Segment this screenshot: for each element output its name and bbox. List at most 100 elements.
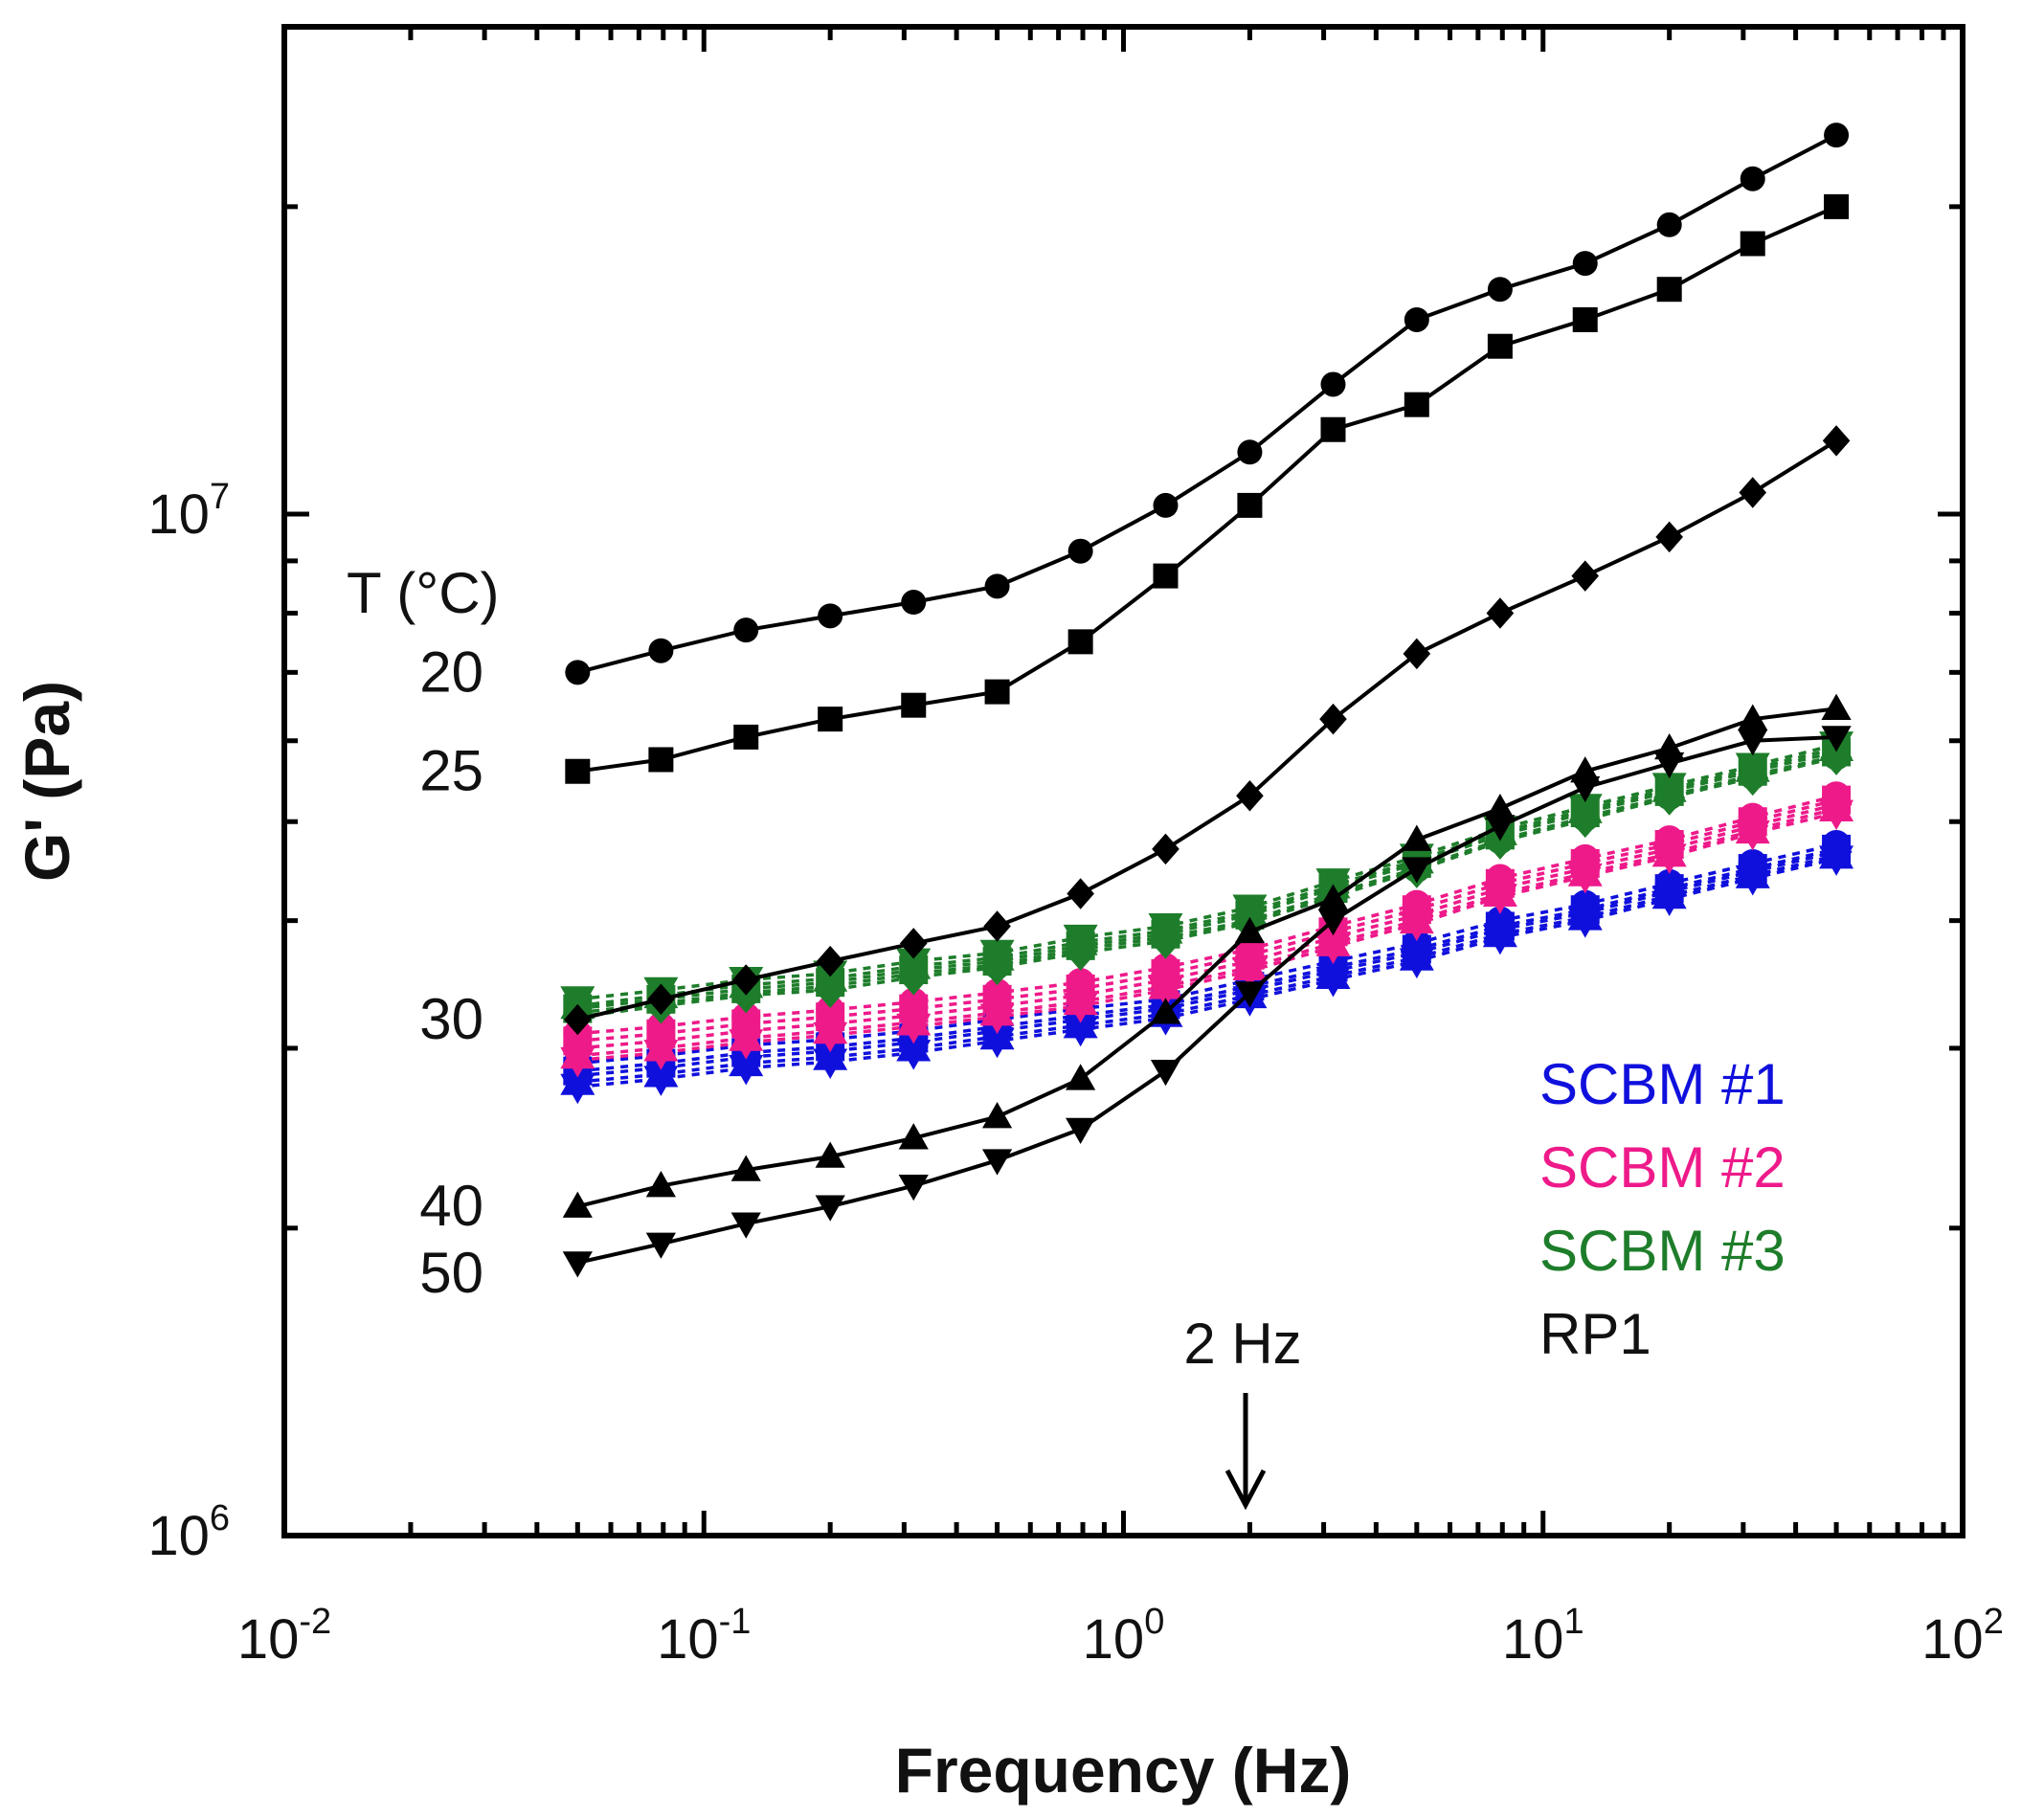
triangle-up-marker	[1485, 793, 1516, 820]
triangle-down-marker	[1567, 908, 1603, 938]
circle-marker	[1572, 251, 1598, 277]
diamond-marker	[1822, 425, 1851, 457]
triangle-down-marker	[1232, 957, 1268, 989]
diamond-marker	[564, 1003, 592, 1036]
series-line	[576, 707, 1837, 1209]
frequency-annotation: 2 Hz	[1183, 1312, 1301, 1376]
series-line	[577, 806, 1837, 1058]
diamond-marker	[1403, 638, 1431, 670]
triangle-down-marker	[896, 1013, 932, 1044]
triangle-up-marker	[1150, 998, 1181, 1024]
triangle-down-marker	[1315, 933, 1351, 965]
square-marker	[1320, 416, 1346, 442]
series-line	[577, 811, 1837, 1063]
square-marker	[818, 707, 843, 732]
series-rp1-50	[562, 726, 1852, 1278]
diamond-marker	[983, 910, 1011, 942]
circle-marker	[901, 590, 927, 616]
triangle-down-marker	[979, 1003, 1015, 1035]
triangle-down-marker	[729, 1054, 764, 1086]
triangle-down-marker	[1315, 967, 1351, 998]
triangle-down-marker	[562, 1251, 593, 1278]
triangle-down-marker	[1063, 1016, 1098, 1047]
circle-marker	[1067, 538, 1093, 564]
series-line	[577, 797, 1837, 1044]
triangle-down-marker	[730, 1212, 761, 1239]
circle-marker	[1656, 212, 1682, 237]
triangle-down-marker	[1735, 864, 1770, 896]
square-marker	[733, 724, 759, 750]
series-line	[577, 850, 1837, 1078]
x-tick-label: 102	[1921, 1602, 2004, 1671]
triangle-down-marker	[1482, 924, 1517, 955]
circle-marker	[1404, 306, 1429, 332]
series-rp1-30	[564, 425, 1851, 1036]
triangle-down-marker	[813, 1021, 848, 1053]
temperature-label: 30	[419, 987, 483, 1051]
triangle-up-marker	[1317, 884, 1349, 910]
circle-marker	[1320, 371, 1346, 397]
square-marker	[1572, 306, 1598, 332]
triangle-down-marker	[1234, 981, 1266, 1008]
series-line	[577, 847, 1837, 1073]
triangle-down-marker	[560, 986, 595, 1017]
triangle-down-marker	[1651, 773, 1687, 803]
triangle-down-marker	[1402, 857, 1432, 884]
triangle-down-marker	[560, 1073, 595, 1105]
x-axis-title: Frequency (Hz)	[895, 1735, 1352, 1806]
triangle-down-marker	[1315, 868, 1351, 899]
square-marker	[901, 692, 927, 718]
triangle-down-marker	[1148, 912, 1183, 944]
triangle-down-marker	[1819, 799, 1854, 831]
legend-entry: RP1	[1539, 1302, 1651, 1366]
temperature-label: 20	[419, 640, 483, 704]
series-line	[577, 205, 1837, 774]
diamond-marker	[1739, 477, 1767, 508]
diamond-marker	[1319, 703, 1347, 735]
triangle-down-marker	[1654, 752, 1685, 779]
series-line	[577, 842, 1837, 1066]
temperature-label: 40	[419, 1174, 483, 1238]
triangle-down-marker	[643, 1040, 679, 1070]
triangle-up-marker	[1402, 824, 1432, 851]
square-marker	[1740, 231, 1765, 257]
series-rp1-25	[565, 193, 1850, 784]
diamond-marker	[1655, 521, 1683, 553]
triangle-down-marker	[898, 1174, 929, 1201]
square-marker	[1404, 392, 1429, 417]
triangle-down-marker	[1651, 886, 1687, 917]
triangle-down-marker	[979, 1027, 1015, 1059]
triangle-down-marker	[896, 948, 932, 979]
triangle-down-marker	[645, 1232, 676, 1259]
legend-entry: SCBM #1	[1539, 1052, 1786, 1116]
series-line	[577, 746, 1837, 1008]
triangle-up-marker	[981, 1102, 1013, 1129]
series-layer	[560, 123, 1854, 1278]
x-tick-label: 101	[1502, 1602, 1584, 1671]
square-marker	[565, 758, 591, 784]
triangle-up-marker	[645, 1171, 676, 1198]
square-marker	[1153, 563, 1179, 589]
diamond-marker	[816, 945, 844, 977]
series-line	[576, 133, 1838, 675]
temperature-label: 25	[419, 739, 483, 803]
triangle-up-marker	[898, 1123, 929, 1150]
circle-marker	[733, 617, 759, 643]
triangle-down-marker	[1819, 845, 1854, 876]
triangle-up-marker	[1570, 756, 1601, 783]
square-marker	[1824, 193, 1850, 219]
triangle-down-marker	[1567, 794, 1603, 824]
circle-marker	[1824, 123, 1850, 148]
circle-marker	[818, 603, 843, 629]
series-line	[577, 753, 1837, 1015]
triangle-down-marker	[1738, 729, 1768, 756]
triangle-down-marker	[1482, 884, 1517, 914]
circle-marker	[1740, 166, 1765, 191]
series-line	[576, 438, 1838, 1021]
triangle-down-marker	[560, 1046, 595, 1078]
triangle-down-marker	[813, 1048, 848, 1080]
diamond-marker	[1571, 560, 1600, 592]
square-marker	[1237, 492, 1263, 518]
